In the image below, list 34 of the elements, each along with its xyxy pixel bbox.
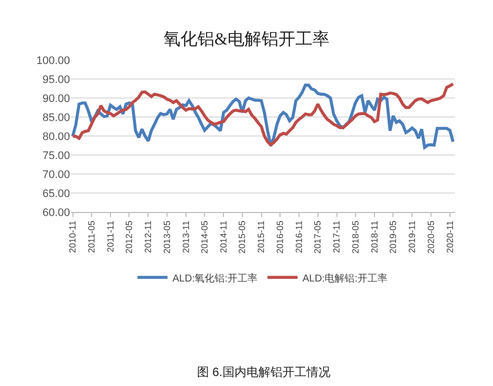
y-tick-label: 70.00 xyxy=(42,168,70,181)
x-tick-label: 2012-11 xyxy=(143,220,154,253)
x-tick-label: 2013-05 xyxy=(162,220,172,254)
y-tick-label: 75.00 xyxy=(42,150,70,162)
x-tick-label: 2020-11 xyxy=(444,220,455,253)
chart-title: 氧化铝&电解铝开工率 xyxy=(163,30,330,49)
x-tick-label: 2014-05 xyxy=(200,220,210,254)
x-tick-label: 2018-11 xyxy=(369,220,380,253)
y-tick-label: 80.00 xyxy=(42,130,70,143)
x-tick-label: 2019-05 xyxy=(388,220,398,254)
y-tick-label: 95.00 xyxy=(42,74,70,86)
y-tick-label: 90.00 xyxy=(42,92,70,105)
x-tick-label: 2017-05 xyxy=(312,220,323,254)
y-tick-label: 100.00 xyxy=(36,54,70,67)
legend-label: ALD:电解铝:开工率 xyxy=(302,272,388,284)
x-tick-label: 2017-11 xyxy=(332,220,342,253)
x-tick-label: 2015-11 xyxy=(256,220,266,253)
caption: 图 6.国内电解铝开工情况 xyxy=(197,365,330,379)
y-tick-label: 60.00 xyxy=(42,206,70,219)
x-tick-label: 2011-11 xyxy=(105,220,116,252)
x-tick-label: 2016-11 xyxy=(294,220,304,253)
x-tick-label: 2011-05 xyxy=(86,220,96,253)
y-tick-label: 65.00 xyxy=(42,188,70,200)
x-tick-label: 2016-05 xyxy=(275,220,286,254)
y-tick-label: 85.00 xyxy=(42,112,70,124)
x-tick-label: 2018-05 xyxy=(350,220,360,254)
x-tick-label: 2015-05 xyxy=(237,220,248,254)
x-tick-label: 2012-05 xyxy=(124,220,134,254)
x-tick-label: 2010-11 xyxy=(68,220,78,253)
x-tick-label: 2019-11 xyxy=(407,220,418,253)
legend-label: ALD:氧化铝:开工率 xyxy=(172,272,258,284)
x-tick-label: 2020-05 xyxy=(426,220,436,254)
x-tick-label: 2013-11 xyxy=(180,220,191,253)
x-tick-label: 2014-11 xyxy=(218,220,229,253)
